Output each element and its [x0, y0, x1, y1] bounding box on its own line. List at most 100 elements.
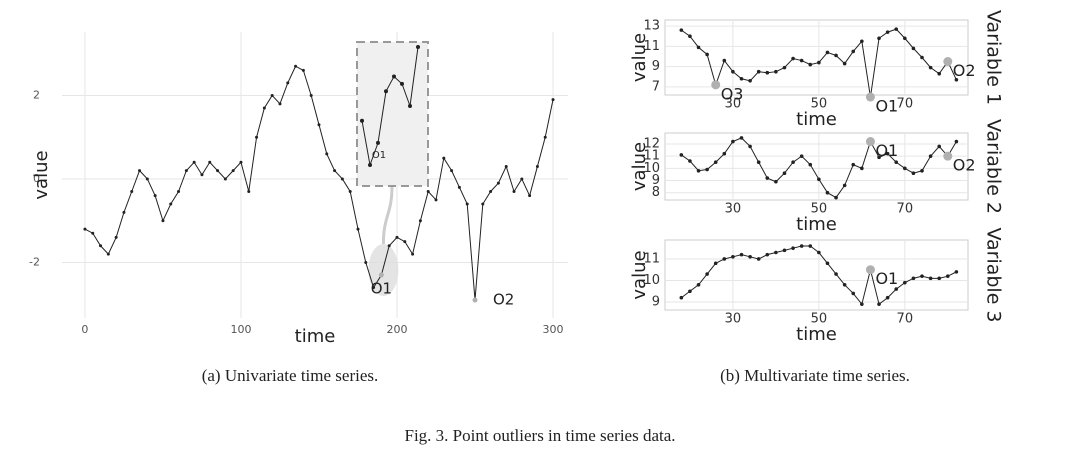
outlier-label: O2: [953, 156, 976, 175]
data-point: [731, 69, 735, 74]
outlier-label: O2: [953, 61, 976, 80]
y-tick-label: 9: [652, 173, 660, 188]
data-point: [756, 69, 761, 74]
data-point: [535, 164, 539, 168]
data-point: [223, 177, 227, 181]
data-point: [825, 50, 830, 55]
data-point: [799, 154, 804, 158]
data-point: [808, 62, 813, 67]
data-point: [842, 183, 847, 188]
data-point: [791, 160, 795, 165]
inset-point: [384, 89, 388, 94]
outlier-point: [711, 80, 721, 90]
data-point: [705, 272, 709, 276]
data-point: [442, 156, 446, 160]
data-point: [937, 276, 942, 281]
data-point: [748, 79, 752, 83]
data-point: [825, 190, 830, 195]
data-point: [481, 202, 485, 206]
data-point: [696, 283, 701, 287]
zoom-connector: [381, 185, 394, 244]
data-point: [911, 171, 916, 175]
data-point: [688, 289, 692, 294]
data-point: [208, 160, 212, 164]
data-point: [722, 257, 727, 261]
data-point: [356, 227, 360, 231]
data-point: [153, 194, 157, 198]
data-point: [808, 162, 813, 167]
data-point: [255, 135, 259, 139]
data-point: [782, 171, 787, 175]
data-point: [903, 36, 907, 41]
data-point: [928, 276, 933, 281]
inset-point: [416, 45, 420, 49]
data-point: [946, 274, 950, 278]
caption: (a) Univariate time series.: [202, 366, 379, 385]
data-point: [739, 136, 744, 140]
outlier-point: [472, 297, 478, 303]
outlier-point: [378, 272, 384, 278]
data-point: [231, 169, 235, 173]
data-point: [705, 167, 709, 172]
y-tick-label: 12: [643, 136, 660, 151]
data-point: [239, 160, 243, 164]
data-point: [496, 181, 500, 185]
y-tick-label: 0: [33, 172, 40, 185]
data-point: [920, 274, 924, 278]
data-point: [216, 169, 220, 173]
data-point: [774, 250, 778, 255]
data-point: [418, 219, 422, 223]
data-point: [799, 58, 804, 63]
data-point: [395, 235, 399, 239]
outlier-label: O3: [721, 84, 744, 103]
data-point: [434, 198, 438, 202]
y-tick-label: 7: [652, 79, 660, 94]
data-point: [200, 173, 204, 177]
outlier-label: O2: [493, 291, 514, 309]
data-point: [782, 248, 787, 253]
x-tick-label: 50: [811, 97, 828, 112]
data-point: [808, 244, 813, 248]
data-point: [122, 210, 126, 214]
data-point: [756, 160, 761, 165]
x-tick-label: 30: [725, 97, 742, 112]
data-point: [920, 55, 924, 60]
data-point: [860, 302, 864, 306]
x-tick-label: 30: [725, 312, 742, 327]
data-point: [91, 231, 95, 235]
data-point: [262, 106, 266, 110]
data-point: [911, 46, 916, 51]
data-point: [860, 39, 864, 44]
data-point: [411, 252, 415, 256]
caption: (b) Multivariate time series.: [720, 366, 910, 385]
data-point: [825, 261, 830, 266]
data-point: [731, 254, 735, 259]
x-tick-label: 200: [386, 323, 407, 336]
data-point: [748, 254, 752, 259]
x-tick-label: 50: [811, 202, 828, 217]
data-point: [184, 169, 188, 173]
data-point: [247, 189, 251, 193]
data-point: [270, 93, 274, 97]
data-point: [928, 154, 933, 158]
y-axis-label: value: [31, 150, 52, 199]
y-tick-label: 11: [643, 149, 660, 164]
data-point: [903, 280, 907, 285]
outlier-label: O1: [875, 97, 898, 116]
data-point: [696, 45, 701, 50]
data-point: [731, 139, 735, 144]
data-point: [679, 295, 684, 300]
inset-label: O1: [372, 150, 386, 161]
data-point: [106, 252, 110, 256]
data-point: [774, 69, 778, 74]
data-point: [834, 195, 838, 200]
outlier-label: O1: [371, 279, 392, 297]
data-point: [739, 252, 744, 257]
data-point: [504, 164, 508, 168]
data-point: [765, 70, 770, 75]
data-point: [791, 246, 795, 250]
y-tick-label: 2: [33, 88, 40, 101]
data-point: [713, 261, 718, 266]
